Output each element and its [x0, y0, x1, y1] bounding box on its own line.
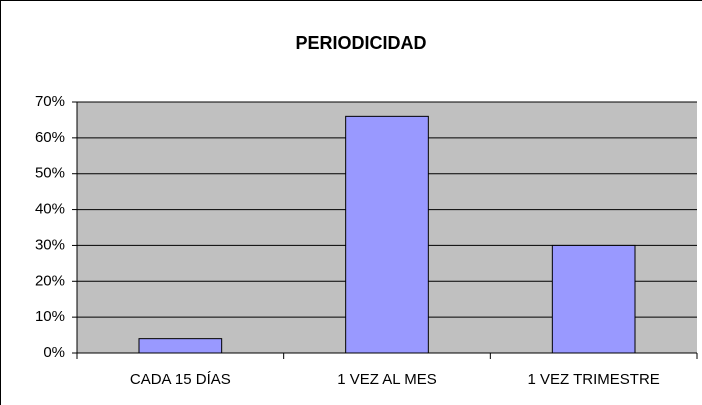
bar	[345, 115, 429, 354]
y-tick-label: 20%	[35, 272, 65, 289]
y-tick-label: 60%	[35, 129, 65, 146]
y-tick-label: 40%	[35, 201, 65, 218]
bar	[138, 338, 223, 354]
y-tick-label: 70%	[35, 93, 65, 110]
y-tick-label: 30%	[35, 236, 65, 253]
x-tick-label: 1 VEZ AL MES	[337, 371, 437, 388]
bar	[551, 244, 636, 354]
chart-title: PERIODICIDAD	[295, 33, 426, 53]
y-tick-label: 50%	[35, 165, 65, 182]
y-tick-label: 10%	[35, 308, 65, 325]
x-tick-label: 1 VEZ TRIMESTRE	[528, 371, 660, 388]
x-tick-label: CADA 15 DÍAS	[130, 371, 231, 388]
y-tick-label: 0%	[43, 344, 65, 361]
